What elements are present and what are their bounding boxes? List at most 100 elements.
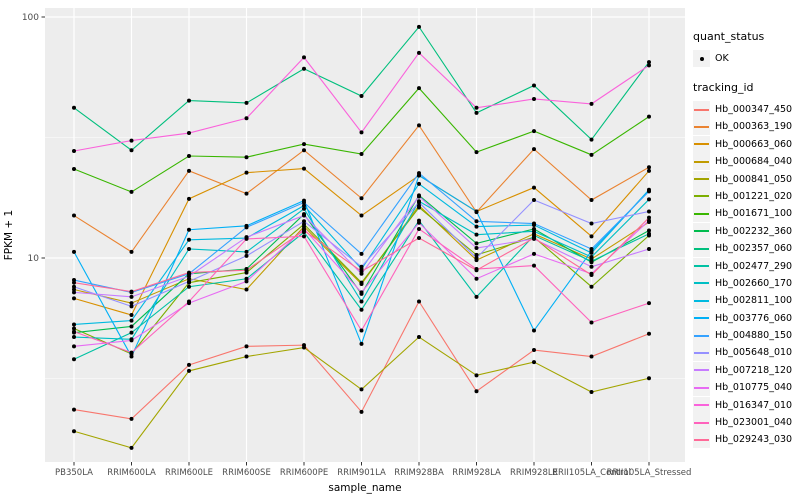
legend-title-quant-status: quant_status [693,30,765,43]
line-swatch-icon [693,292,710,310]
data-point [187,153,191,158]
legend-item-Hb_016347_010: Hb_016347_010 [693,396,799,414]
data-point [532,229,536,234]
data-point [187,284,191,289]
series-color-line [694,404,709,407]
legend-item-Hb_029243_030: Hb_029243_030 [693,431,799,449]
legend-item-Hb_002232_360: Hb_002232_360 [693,222,799,240]
data-point [302,166,306,171]
data-point [129,294,134,299]
data-point [474,252,479,257]
legend-item-label: Hb_004880_150 [715,330,793,342]
black-dot-icon [699,56,704,61]
data-point [474,246,479,251]
data-point [359,307,364,312]
data-point [647,376,651,381]
series-color-line [694,351,709,354]
data-point [589,221,594,226]
data-point [417,50,421,55]
data-point [359,280,364,285]
legend-item-label: Hb_029243_030 [715,434,793,446]
legend-item-label: Hb_005648_010 [715,347,793,359]
line-swatch-icon [693,344,710,362]
data-point [647,60,651,65]
data-point [647,168,651,173]
data-point [647,165,651,170]
legend-item-Hb_002477_290: Hb_002477_290 [693,257,799,275]
data-point [359,387,364,392]
data-point [417,86,421,91]
y-axis-title: FPKM + 1 [3,210,15,260]
data-point [187,168,191,173]
data-point [244,253,249,258]
data-point [72,284,76,289]
legend-item-label: Hb_016347_010 [715,399,793,411]
data-point [187,279,191,284]
legend-item-label: Hb_002232_360 [715,225,793,237]
line-swatch-icon [693,153,710,171]
data-point [187,274,191,279]
data-point [129,318,134,323]
data-point [647,63,651,68]
data-point [474,241,479,246]
tracking-id-legend-items: Hb_000347_450 Hb_000363_190 Hb_000663_060 H… [693,101,799,449]
data-point [187,362,191,367]
data-point [589,101,594,106]
data-point [474,110,479,115]
series-color-line [694,299,709,302]
data-point [589,254,594,259]
data-point [244,236,249,241]
data-point [359,328,364,333]
data-point [72,296,76,301]
data-point [129,445,134,450]
data-point [532,348,536,353]
data-point [647,209,651,214]
data-point [589,246,594,251]
data-point [244,155,249,160]
data-point [417,171,421,176]
data-point [474,294,479,299]
data-point [474,256,479,260]
data-point [302,206,306,211]
data-point [187,246,191,251]
line-swatch-icon [693,135,710,153]
data-point [302,228,306,233]
data-point [589,198,594,203]
data-point [129,289,134,294]
data-point [474,268,479,273]
data-point [474,209,479,214]
data-point [302,203,306,208]
data-point [72,326,76,331]
series-color-line [694,230,709,233]
data-point [244,225,249,230]
data-point [129,324,134,329]
legend-item-label: Hb_001671_100 [715,208,793,220]
line-swatch-icon [693,396,710,414]
data-point [589,389,594,394]
data-point [359,409,364,414]
x-tick-label: RRIM928BA [394,468,444,478]
data-point [532,83,536,88]
data-point [129,354,134,359]
data-point [72,249,76,254]
data-point [72,148,76,153]
data-point [647,331,651,336]
data-point [187,227,191,232]
data-point [129,330,134,335]
data-point [72,429,76,434]
legend-item-Hb_002811_100: Hb_002811_100 [693,292,799,310]
data-point [302,219,306,224]
data-point [72,344,76,349]
data-point [417,181,421,186]
data-point [129,350,134,355]
x-tick-label: RRIM600LA [107,468,156,478]
data-point [474,150,479,155]
legend-item-label: Hb_010775_040 [715,382,793,394]
data-point [359,94,364,99]
data-point [474,232,479,237]
data-point [129,338,134,343]
x-tick-label: RRII105LA_Control [552,468,631,478]
legend-item-label: Hb_002811_100 [715,295,793,307]
legend-item-Hb_003776_060: Hb_003776_060 [693,309,799,327]
data-point [532,236,536,241]
